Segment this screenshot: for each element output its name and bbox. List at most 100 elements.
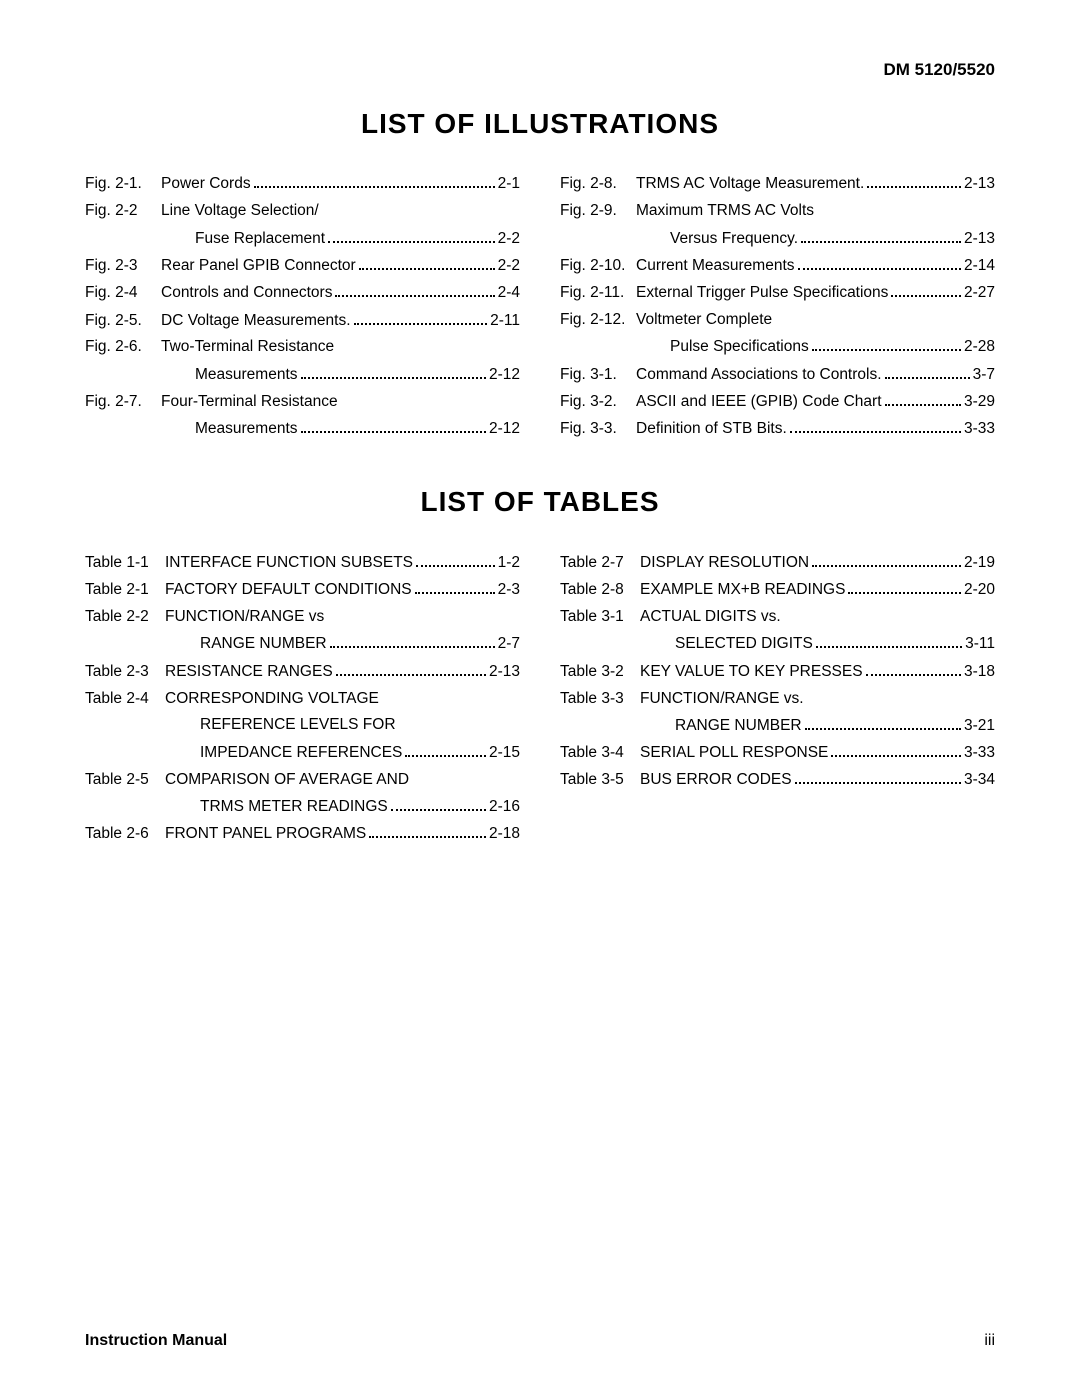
toc-entry: Table 2-7DISPLAY RESOLUTION2-19	[560, 552, 995, 573]
entry-page: 2-12	[489, 419, 520, 440]
entry-label: Table 2-5	[85, 770, 165, 791]
entry-leader	[801, 228, 961, 242]
toc-entry: Table 3-4SERIAL POLL RESPONSE 3-33	[560, 743, 995, 764]
tables-columns: Table 1-1INTERFACE FUNCTION SUBSETS1-2 Ta…	[85, 552, 995, 851]
entry-page: 3-18	[964, 662, 995, 683]
entry-leader	[330, 634, 495, 648]
toc-entry: Fuse Replacement2-2	[85, 228, 520, 249]
entry-leader	[795, 770, 961, 784]
entry-page: 2-19	[964, 553, 995, 574]
toc-entry: IMPEDANCE REFERENCES 2-15	[85, 742, 520, 763]
entry-title: Measurements	[195, 365, 298, 386]
entry-leader	[336, 661, 486, 675]
entry-page: 2-18	[489, 824, 520, 845]
entry-label: Fig. 2-3	[85, 256, 161, 277]
page: DM 5120/5520 LIST OF ILLUSTRATIONS Fig. …	[0, 0, 1080, 1395]
entry-leader	[301, 419, 486, 433]
toc-entry: Fig. 3-3.Definition of STB Bits.3-33	[560, 419, 995, 440]
illustrations-title: LIST OF ILLUSTRATIONS	[85, 108, 995, 140]
entry-page: 3-29	[964, 392, 995, 413]
entry-page: 3-7	[973, 365, 995, 386]
entry-label: Fig. 2-1.	[85, 174, 161, 195]
entry-title: Fuse Replacement	[195, 229, 325, 250]
entry-page: 2-4	[498, 283, 520, 304]
entry-leader	[812, 337, 961, 351]
entry-leader	[301, 364, 486, 378]
illustrations-columns: Fig. 2-1.Power Cords2-1Fig. 2-2Line Volt…	[85, 174, 995, 446]
toc-entry: RANGE NUMBER2-7	[85, 634, 520, 655]
entry-title: FACTORY DEFAULT CONDITIONS	[165, 580, 412, 601]
toc-entry: Fig. 3-2.ASCII and IEEE (GPIB) Code Char…	[560, 392, 995, 413]
entry-title: SELECTED DIGITS	[675, 634, 813, 655]
entry-page: 2-28	[964, 337, 995, 358]
entry-title: IMPEDANCE REFERENCES	[200, 743, 402, 764]
entry-page: 1-2	[498, 553, 520, 574]
entry-label: Table 2-1	[85, 580, 165, 601]
toc-entry: Table 3-2KEY VALUE TO KEY PRESSES3-18	[560, 661, 995, 682]
toc-entry: Fig. 2-10.Current Measurements2-14	[560, 256, 995, 277]
entry-page: 2-13	[964, 174, 995, 195]
entry-title: Definition of STB Bits.	[636, 419, 787, 440]
entry-page: 3-34	[964, 770, 995, 791]
entry-title: SERIAL POLL RESPONSE	[640, 743, 828, 764]
header-doc-id: DM 5120/5520	[85, 60, 995, 80]
toc-entry: Fig. 2-11.External Trigger Pulse Specifi…	[560, 283, 995, 304]
entry-leader	[816, 634, 962, 648]
entry-leader	[848, 580, 961, 594]
entry-title: DISPLAY RESOLUTION	[640, 553, 809, 574]
entry-page: 2-15	[489, 743, 520, 764]
entry-title: Line Voltage Selection/	[161, 201, 319, 222]
entry-title: FRONT PANEL PROGRAMS	[165, 824, 366, 845]
entry-title: TRMS AC Voltage Measurement.	[636, 174, 864, 195]
entry-title: ASCII and IEEE (GPIB) Code Chart	[636, 392, 882, 413]
toc-entry: Table 3-1ACTUAL DIGITS vs.	[560, 607, 995, 628]
entry-title: Voltmeter Complete	[636, 310, 772, 331]
entry-title: Maximum TRMS AC Volts	[636, 201, 814, 222]
entry-title: ACTUAL DIGITS vs.	[640, 607, 781, 628]
entry-title: CORRESPONDING VOLTAGE	[165, 689, 379, 710]
entry-label: Fig. 2-9.	[560, 201, 636, 222]
entry-leader	[254, 174, 495, 188]
entry-label: Table 3-5	[560, 770, 640, 791]
entry-label: Table 3-2	[560, 662, 640, 683]
entry-label: Table 2-4	[85, 689, 165, 710]
entry-page: 3-33	[964, 743, 995, 764]
toc-entry: Table 2-8EXAMPLE MX+B READINGS2-20	[560, 580, 995, 601]
entry-title: RESISTANCE RANGES	[165, 662, 333, 683]
entry-leader	[790, 419, 961, 433]
tables-title: LIST OF TABLES	[85, 486, 995, 518]
entry-title: Command Associations to Controls.	[636, 365, 882, 386]
entry-label: Table 3-4	[560, 743, 640, 764]
entry-title: External Trigger Pulse Specifications	[636, 283, 888, 304]
entry-title: FUNCTION/RANGE vs.	[640, 689, 804, 710]
entry-leader	[369, 824, 486, 838]
entry-title: RANGE NUMBER	[200, 634, 327, 655]
entry-leader	[805, 715, 961, 729]
toc-entry: Fig. 2-8.TRMS AC Voltage Measurement.2-1…	[560, 174, 995, 195]
entry-page: 2-11	[490, 311, 520, 332]
toc-entry: REFERENCE LEVELS FOR	[85, 715, 520, 736]
entry-label: Table 2-3	[85, 662, 165, 683]
entry-page: 2-12	[489, 365, 520, 386]
entry-leader	[405, 742, 486, 756]
entry-title: Current Measurements	[636, 256, 795, 277]
entry-title: Four-Terminal Resistance	[161, 392, 338, 413]
entry-label: Fig. 3-3.	[560, 419, 636, 440]
toc-entry: Table 1-1INTERFACE FUNCTION SUBSETS1-2	[85, 552, 520, 573]
illustrations-right-col: Fig. 2-8.TRMS AC Voltage Measurement.2-1…	[560, 174, 995, 446]
entry-label: Fig. 2-5.	[85, 311, 161, 332]
toc-entry: Fig. 2-4Controls and Connectors 2-4	[85, 283, 520, 304]
entry-leader	[335, 283, 494, 297]
toc-entry: Fig. 2-7.Four-Terminal Resistance	[85, 392, 520, 413]
entry-page: 2-16	[489, 797, 520, 818]
footer-right: iii	[984, 1332, 995, 1350]
entry-label: Fig. 2-4	[85, 283, 161, 304]
entry-title: Rear Panel GPIB Connector	[161, 256, 356, 277]
toc-entry: Table 2-5COMPARISON OF AVERAGE AND	[85, 770, 520, 791]
toc-entry: Fig. 3-1.Command Associations to Control…	[560, 364, 995, 385]
entry-label: Table 3-3	[560, 689, 640, 710]
entry-label: Fig. 2-7.	[85, 392, 161, 413]
entry-title: Controls and Connectors	[161, 283, 332, 304]
entry-title: FUNCTION/RANGE vs	[165, 607, 324, 628]
entry-label: Table 2-8	[560, 580, 640, 601]
